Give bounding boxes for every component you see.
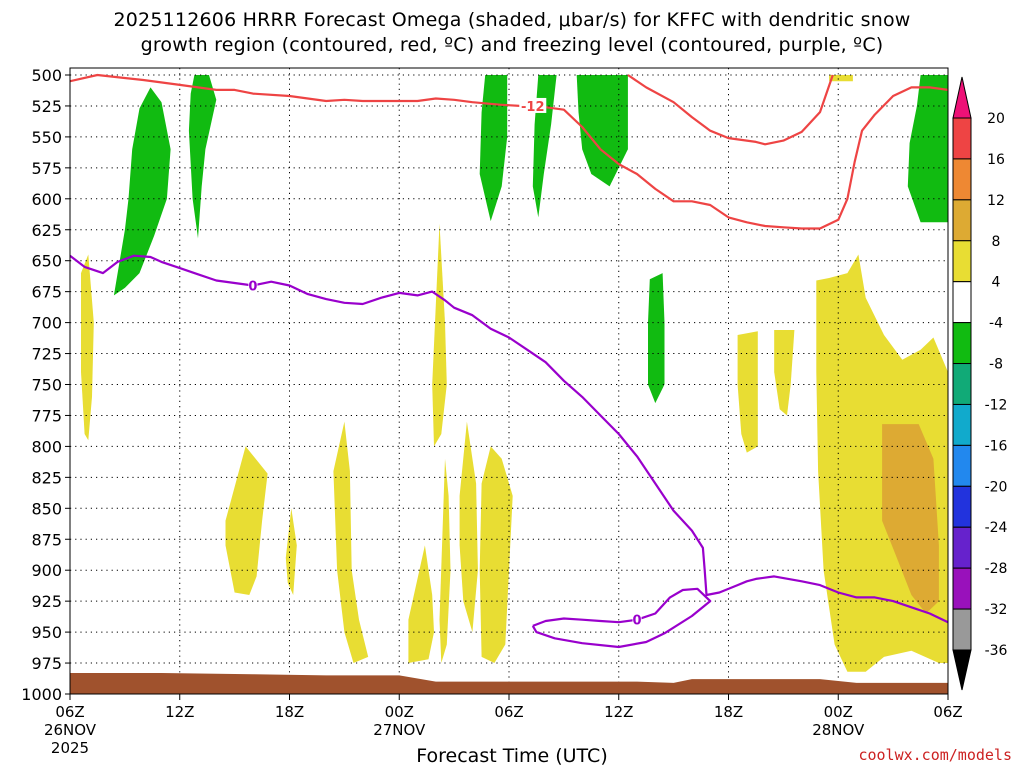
colorbar-box-2	[952, 199, 972, 242]
colorbar-box-11	[952, 567, 972, 610]
colorbar-label--20: -20	[985, 479, 1008, 495]
x-tick-label-6: 12Z	[165, 703, 194, 721]
y-tick-label-925: 925	[31, 592, 62, 611]
x-tick-label-48: 06Z	[933, 703, 962, 721]
colorbar-label-16: 16	[987, 152, 1005, 168]
y-tick-label-600: 600	[31, 190, 62, 209]
omega-region-yellow-11	[774, 330, 795, 416]
colorbar-label--28: -28	[985, 561, 1008, 577]
omega-region-yellow-6	[432, 223, 447, 447]
omega-region-green-7	[907, 75, 948, 223]
x-tick-label-12: 18Z	[275, 703, 304, 721]
x-tick-label-24: 06Z	[494, 703, 523, 721]
x-tick-label-0: 06Z	[55, 703, 84, 721]
x-tick-date-0: 26NOV	[44, 721, 97, 739]
colorbar-box-7	[952, 403, 972, 446]
x-tick-date-42: 28NOV	[812, 721, 865, 739]
contour-label-freezing-level-0: 0	[248, 279, 257, 294]
colorbar-top-arrow	[952, 76, 972, 119]
y-tick-label-800: 800	[31, 437, 62, 456]
colorbar-box-10	[952, 526, 972, 569]
y-tick-label-1000: 1000	[21, 685, 62, 704]
omega-region-yellow-1	[81, 254, 94, 441]
credit-text: coolwx.com/models	[858, 746, 1012, 764]
omega-region-yellow-5	[408, 545, 434, 663]
y-tick-label-700: 700	[31, 314, 62, 333]
colorbar-label--4: -4	[989, 316, 1003, 332]
omega-region-orange-1	[882, 424, 939, 614]
omega-region-green-2	[188, 75, 217, 239]
y-tick-label-975: 975	[31, 654, 62, 673]
chart-title-line2: growth region (contoured, red, ºC) and f…	[140, 34, 884, 56]
colorbar-label-4: 4	[992, 275, 1001, 291]
x-tick-label-18: 00Z	[385, 703, 414, 721]
omega-region-yellow-2	[225, 446, 268, 595]
y-tick-label-550: 550	[31, 128, 62, 147]
y-tick-label-950: 950	[31, 623, 62, 642]
contour-label-bg-freezing-level-0-loop	[632, 611, 642, 627]
omega-region-yellow-4	[333, 421, 369, 663]
omega-region-yellow-10	[737, 331, 758, 453]
colorbar-bottom-arrow	[952, 649, 972, 691]
colorbar-box-1	[952, 158, 972, 201]
contour-dgz-minus12	[70, 73, 948, 230]
colorbar-label-12: 12	[987, 193, 1005, 209]
colorbar-box-0	[952, 117, 972, 160]
terrain-fill	[70, 673, 948, 694]
colorbar-box-8	[952, 444, 972, 487]
colorbar-label--32: -32	[985, 602, 1008, 618]
y-tick-label-875: 875	[31, 530, 62, 549]
colorbar-label-20: 20	[987, 111, 1005, 127]
y-tick-label-500: 500	[31, 66, 62, 85]
y-tick-label-900: 900	[31, 561, 62, 580]
colorbar-label--12: -12	[985, 397, 1008, 413]
colorbar-box-5	[952, 322, 972, 365]
y-tick-label-625: 625	[31, 221, 62, 240]
colorbar-label--16: -16	[985, 438, 1008, 454]
colorbar-box-4	[952, 281, 972, 324]
contour-freezing-level-0	[70, 254, 948, 624]
y-tick-label-525: 525	[31, 97, 62, 116]
x-tick-year-0: 2025	[51, 739, 89, 757]
contour-label-bg-freezing-level-0	[248, 277, 258, 293]
y-tick-label-850: 850	[31, 499, 62, 518]
omega-region-yellow-3	[285, 508, 297, 595]
colorbar-box-12	[952, 608, 972, 651]
x-tick-label-36: 18Z	[714, 703, 743, 721]
omega-region-yellow-13	[829, 75, 853, 82]
contour-label-bg-dgz-minus12	[519, 97, 547, 113]
omega-region-yellow-7	[439, 458, 451, 663]
omega-region-green-4	[532, 75, 557, 218]
x-tick-label-42: 00Z	[824, 703, 853, 721]
contour-freezing-level-0-loop	[531, 587, 712, 649]
contour-label-freezing-level-0-loop: 0	[633, 614, 642, 629]
y-tick-label-575: 575	[31, 159, 62, 178]
x-tick-label-30: 12Z	[604, 703, 633, 721]
x-tick-date-18: 27NOV	[373, 721, 426, 739]
colorbar-label--8: -8	[989, 357, 1003, 373]
omega-region-yellow-9	[479, 446, 513, 663]
y-tick-label-775: 775	[31, 406, 62, 425]
y-tick-label-650: 650	[31, 252, 62, 271]
omega-region-green-1	[113, 87, 171, 296]
y-tick-label-675: 675	[31, 283, 62, 302]
y-tick-label-725: 725	[31, 345, 62, 364]
chart-title-line1: 2025112606 HRRR Forecast Omega (shaded, …	[113, 9, 911, 31]
colorbar-box-6	[952, 363, 972, 405]
colorbar-label-8: 8	[992, 234, 1001, 250]
omega-region-green-6	[648, 273, 665, 404]
omega-region-green-5	[576, 75, 628, 187]
x-axis-title: Forecast Time (UTC)	[416, 745, 608, 767]
colorbar-box-9	[952, 485, 972, 528]
y-tick-label-825: 825	[31, 468, 62, 487]
colorbar-label--36: -36	[985, 643, 1008, 659]
contour-dgz-upper-closed	[627, 74, 834, 146]
contour-label-dgz-minus12: -12	[521, 100, 545, 115]
y-tick-label-750: 750	[31, 376, 62, 395]
omega-region-green-3	[479, 75, 508, 222]
colorbar-box-3	[952, 240, 972, 283]
omega-region-yellow-8	[459, 421, 478, 633]
colorbar-label--24: -24	[985, 520, 1008, 536]
